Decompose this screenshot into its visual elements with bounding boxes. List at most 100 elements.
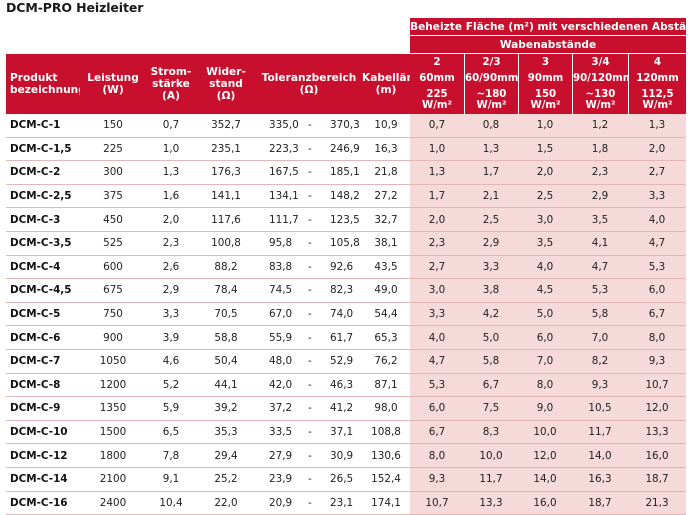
cell-produkt: DCM-C-2,5 — [6, 185, 80, 209]
tol-min: 48,0 — [269, 355, 292, 367]
cell-widerstand: 35,3 — [196, 421, 256, 445]
cell-flaeche: 3,0 — [518, 208, 572, 232]
tol-min: 42,0 — [269, 379, 292, 391]
cell-kabellaenge: 130,6 — [362, 444, 410, 468]
tol-max: 246,9 — [330, 143, 360, 155]
cell-flaeche: 10,5 — [572, 397, 628, 421]
tol-separator: - — [308, 402, 312, 414]
cell-flaeche: 14,0 — [572, 444, 628, 468]
tol-separator: - — [308, 143, 312, 155]
cell-flaeche: 8,0 — [628, 326, 686, 350]
cell-toleranz: 74,5-82,3 — [256, 279, 362, 303]
cell-widerstand: 141,1 — [196, 185, 256, 209]
cell-kabellaenge: 21,8 — [362, 161, 410, 185]
cell-leistung: 225 — [80, 138, 146, 162]
tol-separator: - — [308, 450, 312, 462]
cell-produkt: DCM-C-2 — [6, 161, 80, 185]
cell-produkt: DCM-C-8 — [6, 374, 80, 398]
cell-flaeche: 8,2 — [572, 350, 628, 374]
cell-kabellaenge: 16,3 — [362, 138, 410, 162]
cell-flaeche: 8,0 — [518, 374, 572, 398]
cell-flaeche: 13,3 — [464, 492, 518, 515]
cell-produkt: DCM-C-3,5 — [6, 232, 80, 256]
cell-flaeche: 8,3 — [464, 421, 518, 445]
cell-flaeche: 11,7 — [464, 468, 518, 492]
tol-separator: - — [308, 237, 312, 249]
cell-stromstaerke: 7,8 — [146, 444, 196, 468]
cell-flaeche: 1,8 — [572, 138, 628, 162]
tol-max: 74,0 — [330, 308, 353, 320]
cell-leistung: 600 — [80, 256, 146, 280]
cell-leistung: 150 — [80, 114, 146, 138]
cell-flaeche: 4,0 — [518, 256, 572, 280]
cell-widerstand: 176,3 — [196, 161, 256, 185]
cell-toleranz: 33,5-37,1 — [256, 421, 362, 445]
cell-produkt: DCM-C-4,5 — [6, 279, 80, 303]
cell-flaeche: 5,8 — [464, 350, 518, 374]
tol-max: 26,5 — [330, 473, 353, 485]
cell-flaeche: 2,3 — [572, 161, 628, 185]
cell-produkt: DCM-C-4 — [6, 256, 80, 280]
cell-produkt: DCM-C-1 — [6, 114, 80, 138]
cell-produkt: DCM-C-14 — [6, 468, 80, 492]
abstand-120mm: 120mm — [628, 70, 686, 86]
cell-widerstand: 44,1 — [196, 374, 256, 398]
tol-max: 52,9 — [330, 355, 353, 367]
cell-flaeche: 1,7 — [410, 185, 464, 209]
cell-produkt: DCM-C-5 — [6, 303, 80, 327]
tol-min: 33,5 — [269, 426, 292, 438]
cell-flaeche: 2,7 — [410, 256, 464, 280]
tol-max: 185,1 — [330, 166, 360, 178]
cell-flaeche: 6,0 — [518, 326, 572, 350]
cell-flaeche: 4,2 — [464, 303, 518, 327]
col-header-leistung: Leistung(W) — [80, 54, 146, 114]
cell-kabellaenge: 174,1 — [362, 492, 410, 515]
waben-group-header: Wabenabstände — [410, 36, 686, 54]
tol-separator: - — [308, 473, 312, 485]
cell-flaeche: 16,0 — [628, 444, 686, 468]
cell-flaeche: 10,0 — [464, 444, 518, 468]
cell-flaeche: 6,7 — [464, 374, 518, 398]
tol-separator: - — [308, 214, 312, 226]
cell-kabellaenge: 49,0 — [362, 279, 410, 303]
tol-max: 23,1 — [330, 497, 353, 509]
cell-flaeche: 5,0 — [518, 303, 572, 327]
tol-min: 167,5 — [269, 166, 299, 178]
cell-stromstaerke: 2,6 — [146, 256, 196, 280]
abstand-90mm: 90mm — [518, 70, 572, 86]
tol-separator: - — [308, 332, 312, 344]
tol-separator: - — [308, 284, 312, 296]
cell-produkt: DCM-C-16 — [6, 492, 80, 515]
cell-flaeche: 1,3 — [628, 114, 686, 138]
cell-flaeche: 2,3 — [410, 232, 464, 256]
tol-separator: - — [308, 166, 312, 178]
cell-flaeche: 5,3 — [410, 374, 464, 398]
cell-toleranz: 55,9-61,7 — [256, 326, 362, 350]
cell-flaeche: 1,0 — [518, 114, 572, 138]
abstand-60-90mm: 60/90mm — [464, 70, 518, 86]
cell-flaeche: 3,3 — [628, 185, 686, 209]
cell-stromstaerke: 5,2 — [146, 374, 196, 398]
tol-max: 105,8 — [330, 237, 360, 249]
cell-widerstand: 50,4 — [196, 350, 256, 374]
tol-separator: - — [308, 497, 312, 509]
tol-min: 223,3 — [269, 143, 299, 155]
cell-flaeche: 7,5 — [464, 397, 518, 421]
cell-flaeche: 8,0 — [410, 444, 464, 468]
cell-flaeche: 1,2 — [572, 114, 628, 138]
cell-kabellaenge: 152,4 — [362, 468, 410, 492]
cell-leistung: 2100 — [80, 468, 146, 492]
cell-kabellaenge: 27,2 — [362, 185, 410, 209]
waben-3: 3 — [518, 54, 572, 70]
tol-min: 335,0 — [269, 119, 299, 131]
tol-separator: - — [308, 261, 312, 273]
